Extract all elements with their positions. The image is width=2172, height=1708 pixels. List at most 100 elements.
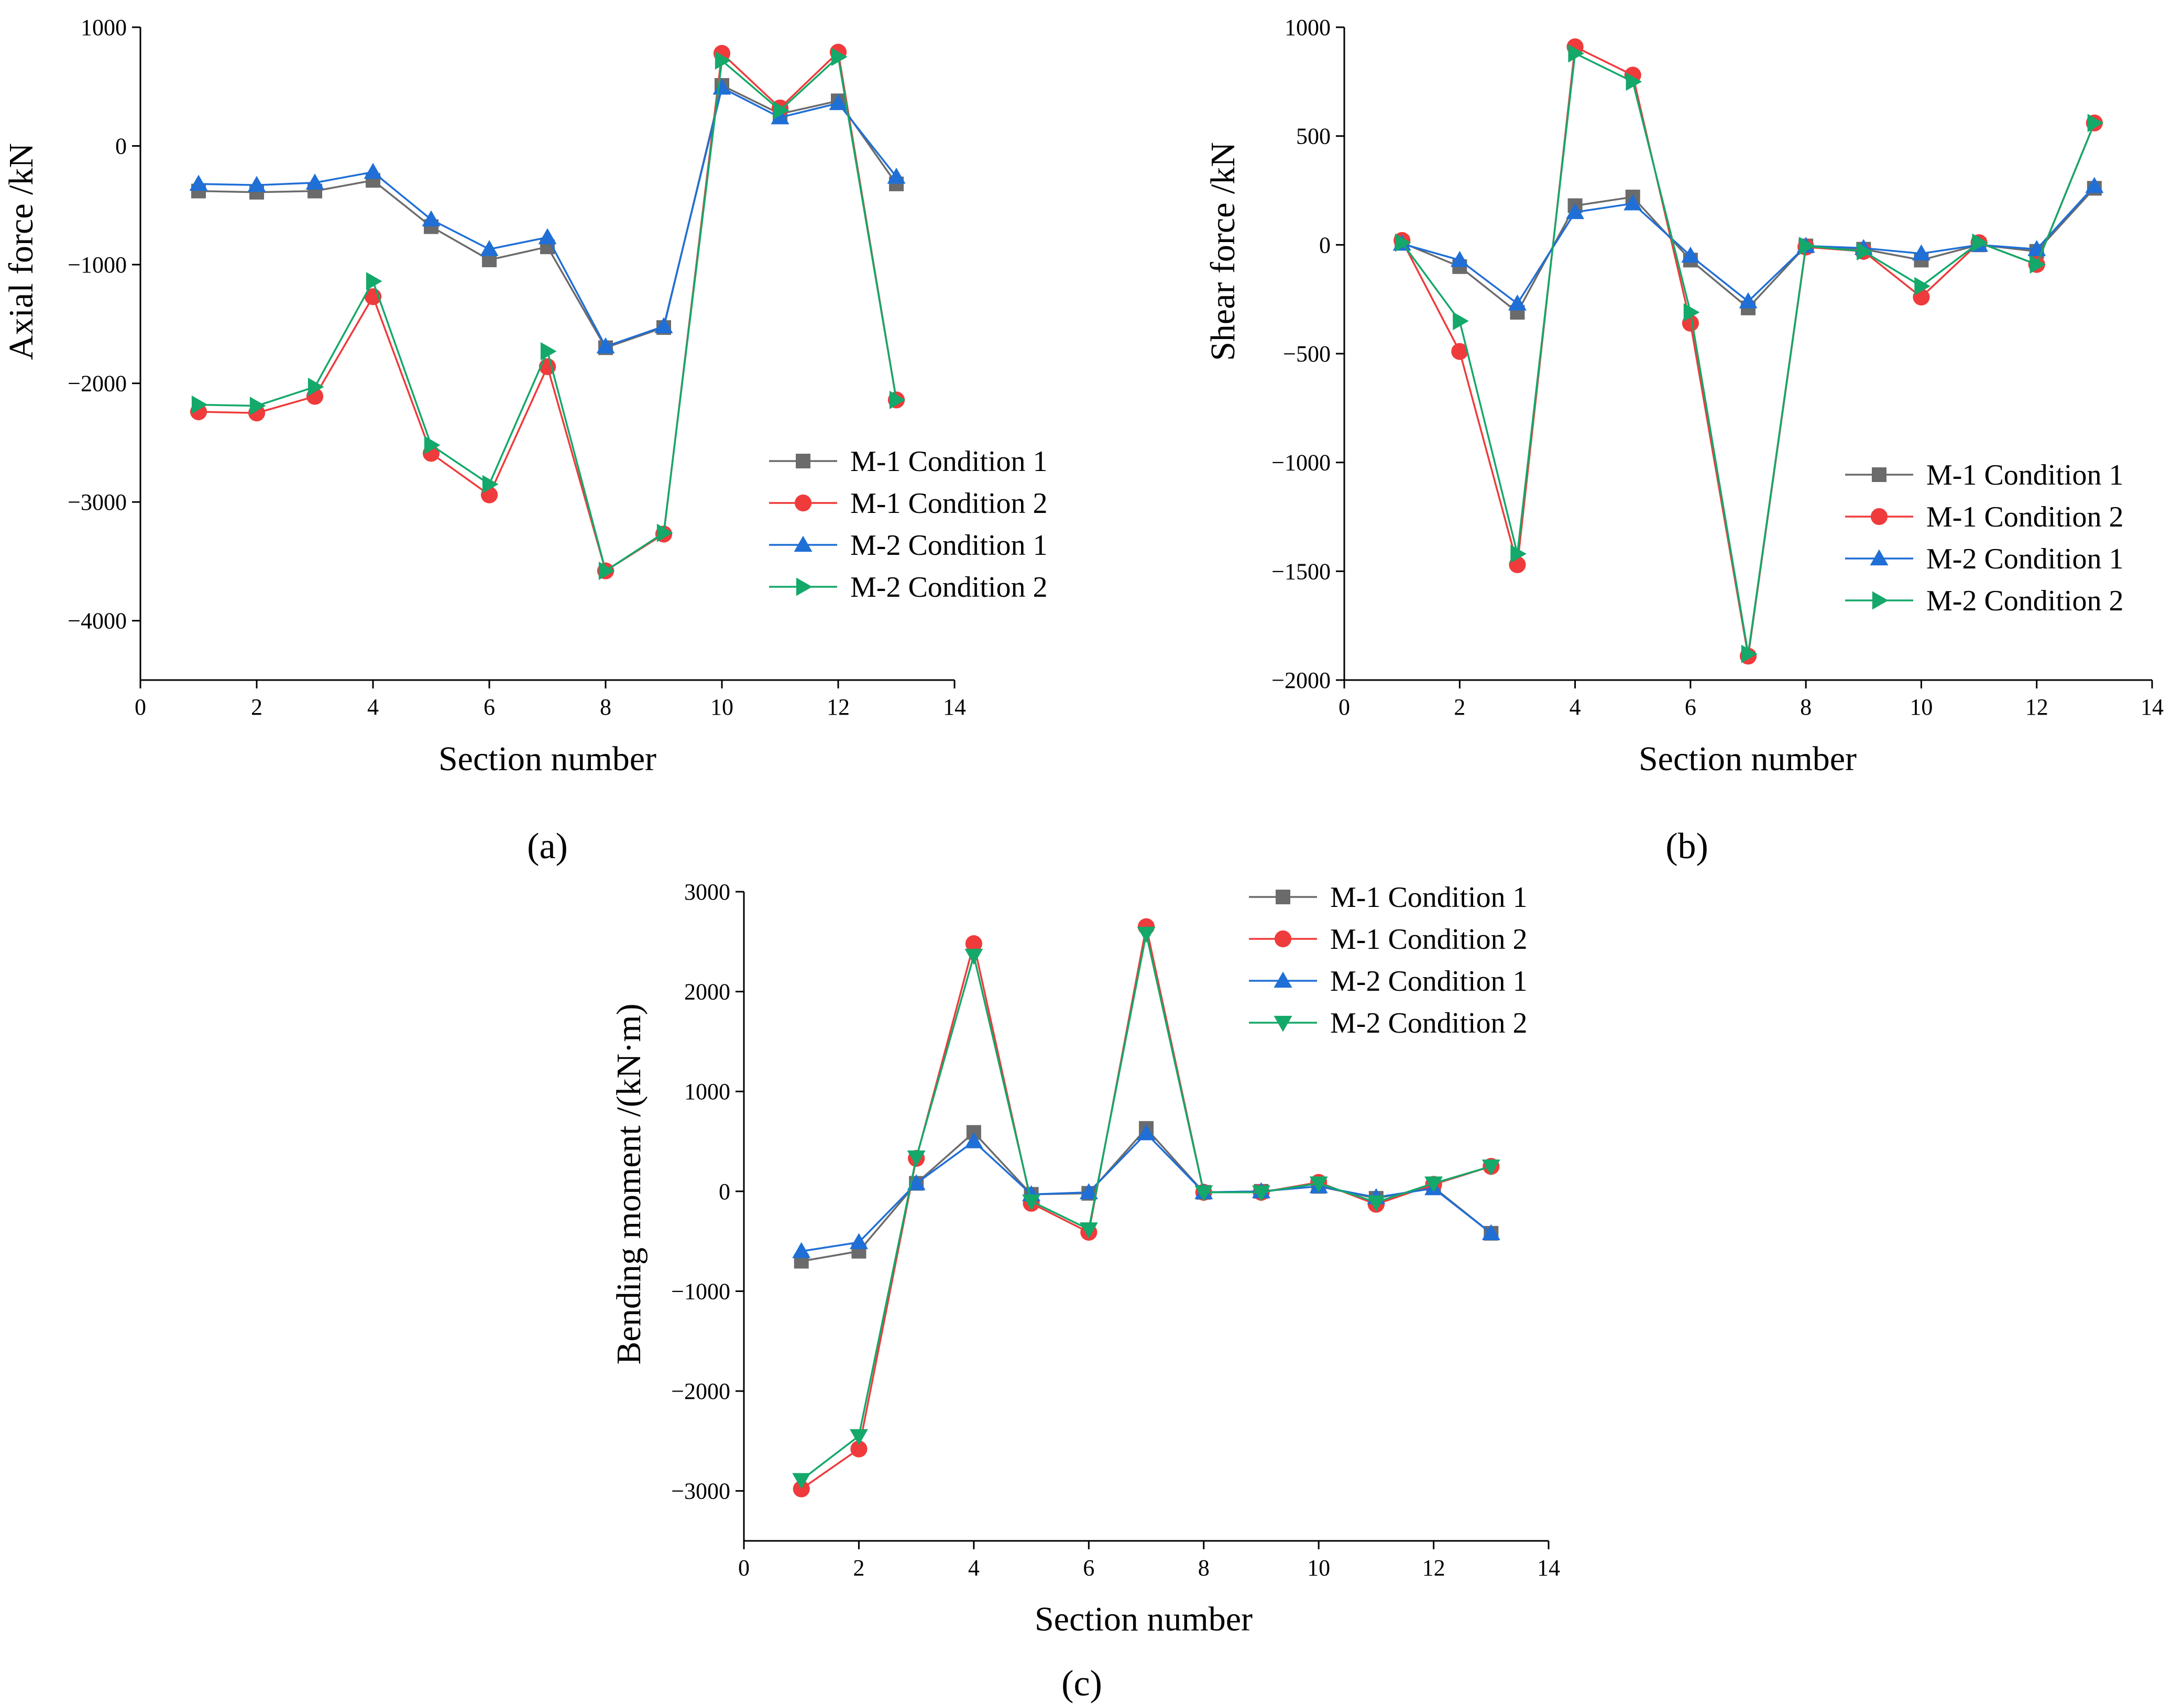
- data-point: [715, 51, 731, 70]
- x-tick-label: 0: [738, 1555, 750, 1581]
- data-point: [1799, 236, 1815, 255]
- data-point: [2085, 177, 2104, 193]
- data-point: [1510, 544, 1527, 563]
- x-tick-label: 6: [1083, 1555, 1094, 1581]
- data-point: [850, 1440, 868, 1458]
- y-tick-label: 2000: [684, 979, 730, 1005]
- data-point: [540, 342, 557, 360]
- legend: M-1 Condition 1 M-1 Condition 2 M-2 Condit…: [769, 445, 1047, 604]
- x-tick-label: 2: [251, 694, 262, 720]
- data-point: [1079, 1183, 1098, 1199]
- data-point: [191, 395, 208, 414]
- legend-entry: M-1 Condition 2: [1330, 923, 1527, 956]
- x-tick-label: 2: [1454, 694, 1465, 720]
- series-4: [792, 926, 1500, 1490]
- panel-label: (a): [527, 826, 568, 867]
- legend-entry: M-1 Condition 1: [850, 445, 1047, 478]
- series-line: [801, 1132, 1492, 1252]
- x-tick-label: 4: [1570, 694, 1581, 720]
- data-point: [1395, 233, 1411, 252]
- chart-panel-b: Shear force /kN Section number (b) −2000…: [1204, 15, 2164, 867]
- data-point: [1623, 194, 1642, 211]
- x-tick-label: 8: [1800, 694, 1812, 720]
- data-point: [654, 317, 673, 334]
- chart-panel-c: Bending moment /(kN·m) Section number (c…: [610, 879, 1560, 1704]
- legend-marker: [794, 535, 813, 552]
- legend-marker: [1274, 971, 1292, 988]
- chart-panel-a: Axial force /kN Section number (a) −4000…: [2, 15, 1047, 867]
- data-point: [1194, 1185, 1213, 1202]
- x-tick-label: 12: [1422, 1555, 1445, 1581]
- legend-entry: M-2 Condition 2: [1330, 1007, 1527, 1039]
- legend-marker: [1274, 930, 1292, 948]
- data-point: [1450, 250, 1469, 267]
- x-tick-label: 0: [1339, 694, 1350, 720]
- data-point: [2087, 114, 2104, 133]
- legend: M-1 Condition 1 M-1 Condition 2 M-2 Condit…: [1845, 459, 2123, 617]
- x-tick-label: 8: [1198, 1555, 1210, 1581]
- y-tick-label: 0: [1319, 232, 1331, 258]
- data-point: [538, 228, 557, 245]
- legend-marker: [1872, 467, 1886, 482]
- y-tick-label: −1000: [68, 252, 127, 278]
- legend-marker: [796, 577, 813, 596]
- legend-entry: M-2 Condition 2: [1926, 585, 2123, 617]
- legend-entry: M-1 Condition 1: [1330, 881, 1527, 914]
- x-tick-label: 0: [135, 694, 146, 720]
- data-point: [1137, 1124, 1156, 1141]
- series-3: [189, 79, 906, 354]
- data-point: [1972, 233, 1989, 252]
- legend-marker: [796, 454, 810, 468]
- data-point: [907, 1150, 926, 1167]
- legend-marker: [1872, 591, 1889, 610]
- data-point: [1683, 303, 1700, 322]
- data-point: [1451, 343, 1468, 360]
- data-point: [964, 948, 983, 965]
- data-point: [849, 1429, 868, 1446]
- x-tick-label: 10: [1910, 694, 1933, 720]
- series-1: [191, 78, 904, 355]
- legend-marker: [1274, 1015, 1292, 1032]
- x-tick-label: 4: [367, 694, 379, 720]
- legend-marker: [794, 494, 812, 512]
- y-tick-label: 0: [115, 134, 127, 159]
- legend-entry: M-2 Condition 2: [850, 571, 1047, 604]
- data-point: [249, 397, 266, 415]
- data-point: [1482, 1159, 1500, 1176]
- x-tick-label: 14: [2141, 694, 2164, 720]
- y-tick-label: −2000: [671, 1378, 730, 1404]
- data-point: [829, 94, 848, 111]
- data-point: [1626, 72, 1642, 91]
- y-axis-title: Shear force /kN: [1204, 142, 1242, 361]
- legend-marker: [1276, 890, 1290, 904]
- data-point: [247, 176, 266, 192]
- data-point: [1367, 1195, 1386, 1212]
- x-tick-label: 12: [827, 694, 850, 720]
- y-tick-label: 1000: [684, 1079, 730, 1104]
- data-point: [1566, 203, 1585, 220]
- data-point: [305, 173, 324, 190]
- series-4: [191, 48, 906, 581]
- series-2: [793, 918, 1500, 1497]
- y-axis-title: Axial force /kN: [2, 143, 40, 360]
- y-axis-title: Bending moment /(kN·m): [610, 1003, 648, 1364]
- series-3: [792, 1124, 1500, 1258]
- data-point: [1022, 1194, 1041, 1211]
- legend-entry: M-2 Condition 1: [850, 529, 1047, 562]
- data-point: [308, 377, 324, 396]
- data-point: [2030, 255, 2046, 274]
- legend-entry: M-2 Condition 1: [1926, 543, 2123, 575]
- data-point: [773, 101, 789, 120]
- series-line: [1401, 185, 2096, 305]
- y-tick-label: 500: [1296, 124, 1331, 149]
- y-tick-label: −2000: [1271, 667, 1331, 693]
- y-tick-label: 1000: [1285, 15, 1331, 40]
- x-axis-title: Section number: [438, 740, 656, 778]
- data-point: [792, 1242, 811, 1258]
- legend: M-1 Condition 1 M-1 Condition 2 M-2 Condit…: [1249, 881, 1527, 1039]
- data-point: [424, 435, 441, 454]
- data-point: [598, 562, 615, 581]
- data-point: [964, 1132, 983, 1148]
- data-point: [1741, 644, 1758, 663]
- data-point: [1079, 1222, 1098, 1239]
